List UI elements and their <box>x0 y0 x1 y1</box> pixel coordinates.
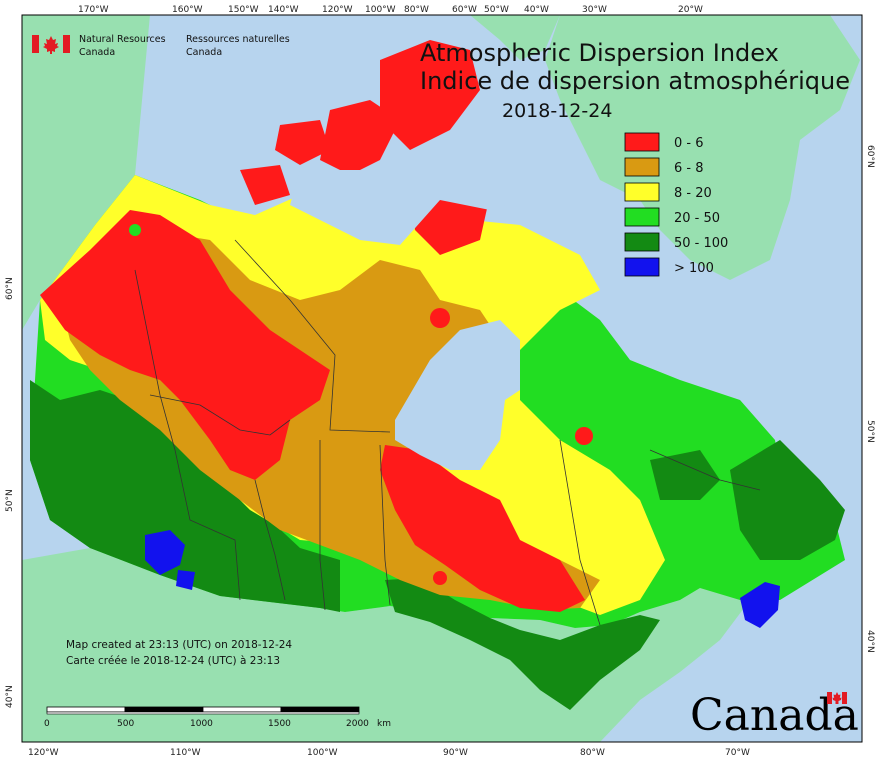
province-borders <box>134 239 761 626</box>
zone-over-100-bc <box>145 530 185 575</box>
flag-right-bar <box>63 35 70 53</box>
credit-english: Map created at 23:13 (UTC) on 2018-12-24 <box>66 639 292 651</box>
graticule-label: 150°W <box>228 5 259 15</box>
legend-swatch <box>624 132 660 152</box>
scale-tick: 500 <box>117 719 134 729</box>
graticule-label: 90°W <box>443 748 468 758</box>
graticule-bottom: 120°W 110°W 100°W 90°W 80°W 70°W <box>28 748 750 758</box>
scale-unit: km <box>377 719 391 729</box>
graticule-label: 110°W <box>170 748 201 758</box>
hotspot-red-ontario <box>433 571 447 585</box>
title-english: Atmospheric Dispersion Index <box>420 39 779 67</box>
maple-leaf-icon <box>43 36 59 54</box>
zone-over-100-bc-2 <box>176 570 195 590</box>
graticule-label: 50°W <box>484 5 509 15</box>
legend-swatch <box>624 157 660 177</box>
title-french: Indice de dispersion atmosphérique <box>420 67 850 95</box>
hotspot-red-hudson <box>430 308 450 328</box>
graticule-label: 100°W <box>307 748 338 758</box>
zone-over-100-maritimes <box>740 582 780 628</box>
scale-segment-4 <box>280 706 360 713</box>
alaska-land <box>22 15 150 330</box>
graticule-label: 50°N <box>5 489 15 512</box>
graticule-label: 40°W <box>524 5 549 15</box>
graticule-label: 30°W <box>582 5 607 15</box>
credit-french: Carte créée le 2018-12-24 (UTC) à 23:13 <box>66 655 280 667</box>
graticule-label: 160°W <box>172 5 203 15</box>
graticule-label: 120°W <box>322 5 353 15</box>
nrcan-signature: Natural Resources Canada Ressources natu… <box>32 34 290 58</box>
scale-tick: 0 <box>44 719 50 729</box>
scale-segment-1 <box>46 706 126 713</box>
wordmark-text: Canada <box>690 690 859 741</box>
legend-swatch <box>624 257 660 277</box>
legend-label: 20 - 50 <box>674 211 720 226</box>
arctic-channel <box>290 170 520 245</box>
graticule-top: 170°W 160°W 150°W 140°W 120°W 100°W 80°W… <box>78 5 703 15</box>
scale-tick: 2000 <box>346 719 369 729</box>
legend-label: 6 - 8 <box>674 161 704 176</box>
org-french-line2: Canada <box>186 47 222 58</box>
graticule-label: 60°W <box>452 5 477 15</box>
zone-50-100-quebec <box>650 450 720 500</box>
org-english-line2: Canada <box>79 47 115 58</box>
hudson-bay <box>395 320 520 470</box>
graticule-label: 60°N <box>5 277 15 300</box>
scale-tick: 1000 <box>190 719 213 729</box>
map-credits: Map created at 23:13 (UTC) on 2018-12-24… <box>66 639 292 667</box>
org-english-line1: Natural Resources <box>79 34 166 45</box>
zone-0-6-arctic-2 <box>380 40 480 150</box>
legend-swatch <box>624 232 660 252</box>
graticule-label: 80°W <box>580 748 605 758</box>
zone-0-6-arctic-5 <box>240 165 290 205</box>
legend-label: 50 - 100 <box>674 236 728 251</box>
scale-segment-2 <box>124 706 204 713</box>
graticule-label: 120°W <box>28 748 59 758</box>
map-frame <box>21 14 863 743</box>
zone-0-6-ontario <box>380 445 585 612</box>
greenland-west-land <box>470 15 560 60</box>
zone-0-6-arctic-4 <box>275 120 330 165</box>
hotspot-green-yukon <box>129 224 141 236</box>
legend-swatch <box>624 207 660 227</box>
graticule-label: 50°N <box>865 420 875 443</box>
legend-swatch <box>624 182 660 202</box>
graticule-label: 40°N <box>5 685 15 708</box>
greenland-land <box>545 15 860 280</box>
legend: 0 - 6 6 - 8 8 - 20 20 - 50 50 - 100 > 100 <box>624 132 728 277</box>
graticule-label: 170°W <box>78 5 109 15</box>
graticule-label: 100°W <box>365 5 396 15</box>
graticule-label: 70°W <box>725 748 750 758</box>
graticule-label: 20°W <box>678 5 703 15</box>
hotspot-red-quebec <box>575 427 593 445</box>
canada-wordmark: Canada <box>690 690 859 741</box>
graticule-label: 80°W <box>404 5 429 15</box>
graticule-label: 140°W <box>268 5 299 15</box>
title-date: 2018-12-24 <box>502 100 612 122</box>
graticule-right: 60°N 50°N 40°N <box>865 145 875 653</box>
wordmark-maple-leaf-icon <box>832 692 842 704</box>
graticule-label: 40°N <box>865 630 875 653</box>
legend-label: 0 - 6 <box>674 136 704 151</box>
wordmark-flag-right <box>842 692 847 704</box>
scale-segment-3 <box>202 706 282 713</box>
flag-left-bar <box>32 35 39 53</box>
legend-label: > 100 <box>674 261 714 276</box>
zone-50-100-atlantic <box>730 440 845 560</box>
legend-label: 8 - 20 <box>674 186 712 201</box>
zone-50-100-ontario <box>385 578 660 710</box>
org-french-line1: Ressources naturelles <box>186 34 290 45</box>
map-title: Atmospheric Dispersion Index Indice de d… <box>420 39 850 122</box>
scale-underline <box>46 711 360 715</box>
scale-bar: 0 500 1000 1500 2000 km <box>44 706 391 729</box>
graticule-left: 60°N 50°N 40°N <box>5 277 15 708</box>
zone-0-6-northwest <box>40 210 330 480</box>
wordmark-flag-left <box>827 692 832 704</box>
graticule-label: 60°N <box>865 145 875 168</box>
scale-tick: 1500 <box>268 719 291 729</box>
